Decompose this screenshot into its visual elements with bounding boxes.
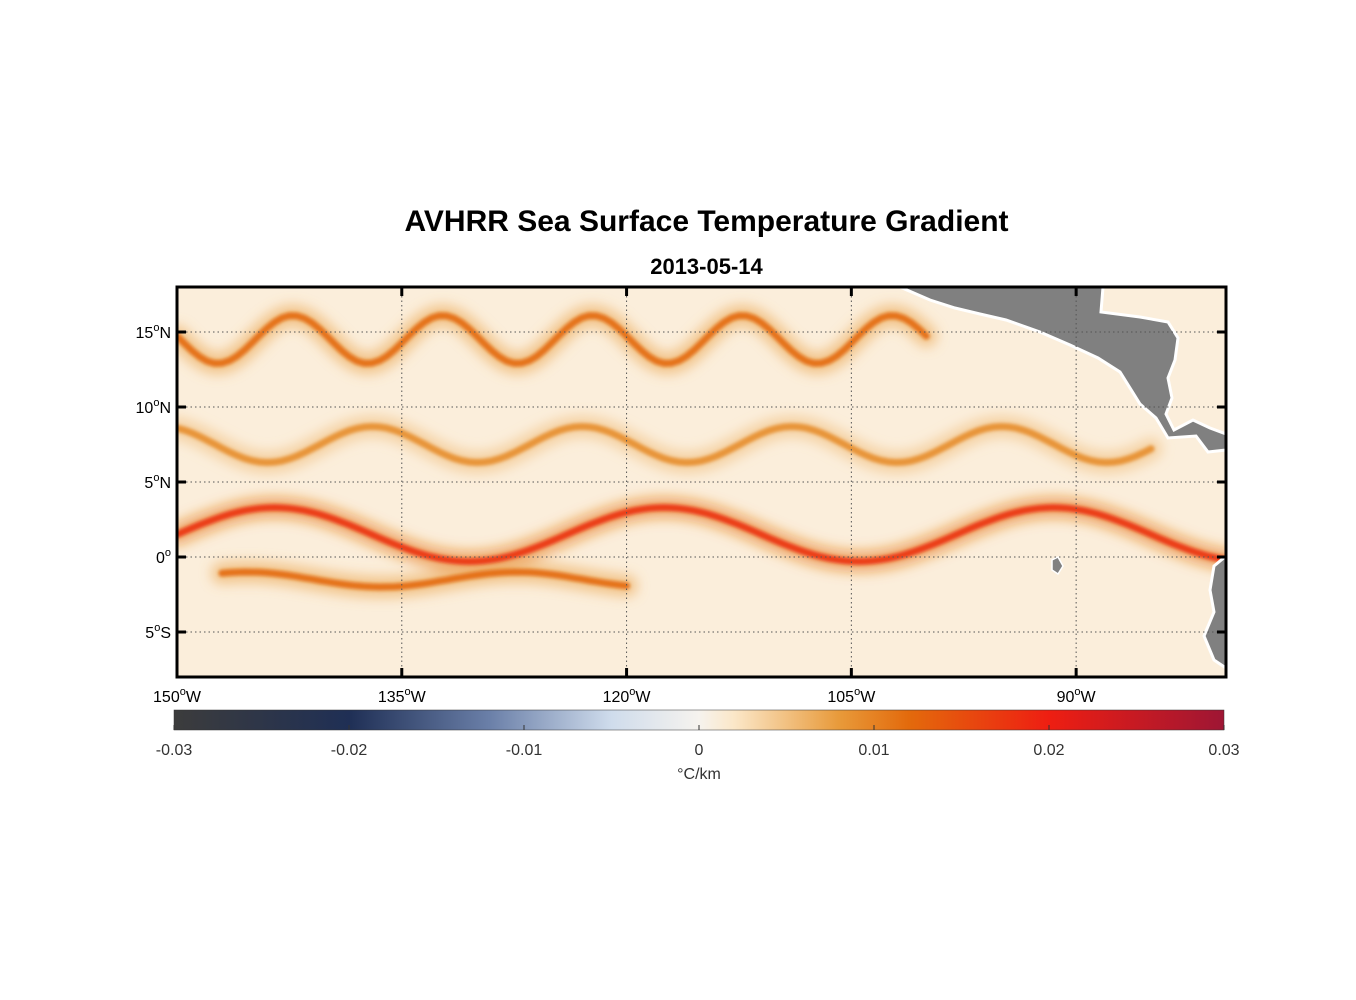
colorbar: -0.03 -0.02 -0.01 0 0.01 0.02 0.03 °C/km <box>156 709 1240 783</box>
front-core <box>177 422 1155 467</box>
x-tick-label: 105oW <box>827 686 876 706</box>
y-tick-label: 10oN <box>136 397 171 417</box>
colorbar-tick-label: 0 <box>695 742 704 759</box>
colorbar-tick-label: 0.02 <box>1033 742 1064 759</box>
chart-subtitle: 2013-05-14 <box>650 254 763 279</box>
front-core <box>177 312 930 367</box>
front-core <box>218 568 631 591</box>
land-mass <box>899 287 1226 670</box>
y-tick-label: 5oS <box>145 622 171 642</box>
front-core <box>177 503 1226 566</box>
colorbar-label: °C/km <box>677 766 721 783</box>
south-america-coast <box>1202 554 1226 670</box>
x-tick-label: 120oW <box>603 686 652 706</box>
map-area: 150oW 135oW 120oW 105oW 90oW 15oN 10oN 5oN 0o 5oS <box>136 285 1228 706</box>
map-gridlines <box>177 287 1226 677</box>
gradient-fronts <box>177 304 1226 599</box>
y-tick-label: 15oN <box>136 322 171 342</box>
colorbar-tick-label: -0.01 <box>506 742 543 759</box>
colorbar-tick-label: 0.03 <box>1208 742 1239 759</box>
colorbar-tick-label: 0.01 <box>858 742 889 759</box>
x-tick-label: 90oW <box>1057 686 1097 706</box>
y-tick-label: 0o <box>156 547 171 567</box>
galapagos-island <box>1051 556 1064 576</box>
chart-title: AVHRR Sea Surface Temperature Gradient <box>404 205 1009 238</box>
central-america-coast <box>899 287 1226 454</box>
x-tick-label: 135oW <box>378 686 427 706</box>
colorbar-tick-label: -0.02 <box>331 742 368 759</box>
x-tick-label: 150oW <box>153 686 202 706</box>
colorbar-tick-label: -0.03 <box>156 742 193 759</box>
map-axis-ticks: 150oW 135oW 120oW 105oW 90oW 15oN 10oN 5oN 0o 5oS <box>136 287 1226 706</box>
y-tick-label: 5oN <box>144 472 171 492</box>
colorbar-ticks: -0.03 -0.02 -0.01 0 0.01 0.02 0.03 <box>156 725 1240 759</box>
